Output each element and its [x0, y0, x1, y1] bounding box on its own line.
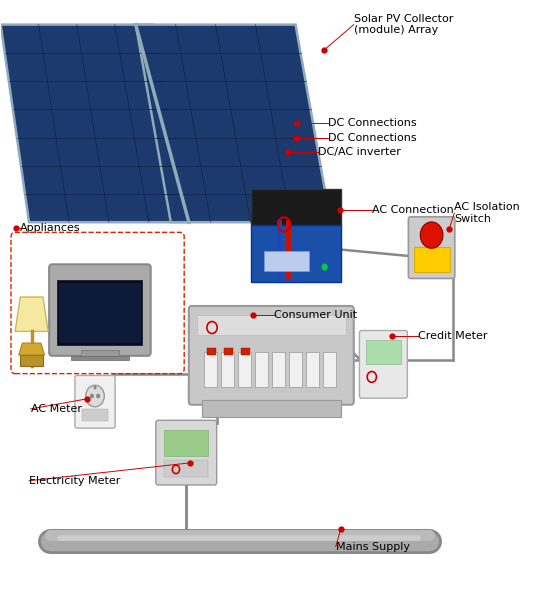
FancyBboxPatch shape — [359, 331, 407, 398]
Bar — [289, 352, 302, 387]
Bar — [59, 283, 141, 343]
Bar — [324, 352, 336, 387]
FancyBboxPatch shape — [49, 265, 151, 356]
Bar — [241, 348, 250, 355]
Bar — [255, 352, 268, 387]
Text: DC Connections: DC Connections — [328, 133, 417, 143]
Bar — [306, 352, 319, 387]
Polygon shape — [15, 297, 48, 331]
Circle shape — [96, 394, 100, 398]
Bar — [197, 314, 346, 335]
Bar — [263, 251, 309, 271]
Bar — [414, 247, 450, 272]
Bar — [272, 352, 285, 387]
Bar — [238, 352, 251, 387]
Text: Appliances: Appliances — [20, 223, 81, 233]
Bar — [164, 460, 208, 476]
Circle shape — [86, 385, 104, 407]
Text: AC Isolation
Switch: AC Isolation Switch — [454, 202, 520, 224]
Bar — [71, 356, 128, 360]
Bar — [221, 352, 234, 387]
FancyBboxPatch shape — [75, 376, 115, 428]
Circle shape — [93, 386, 96, 389]
Text: DC/AC inverter: DC/AC inverter — [318, 146, 401, 157]
Bar — [164, 430, 208, 455]
Text: Credit Meter: Credit Meter — [418, 331, 488, 341]
Bar — [224, 348, 233, 355]
Bar — [366, 340, 401, 364]
Text: AC Meter: AC Meter — [30, 404, 82, 414]
Text: AC Connection: AC Connection — [372, 205, 454, 215]
Bar — [251, 189, 341, 226]
Polygon shape — [19, 343, 45, 355]
FancyBboxPatch shape — [408, 217, 455, 278]
Circle shape — [420, 222, 443, 248]
Text: DC Connections: DC Connections — [328, 118, 417, 128]
Bar — [207, 348, 216, 355]
Circle shape — [90, 394, 94, 398]
Text: Electricity Meter: Electricity Meter — [29, 476, 120, 486]
FancyBboxPatch shape — [189, 306, 354, 405]
Bar — [20, 355, 43, 366]
FancyBboxPatch shape — [156, 421, 216, 485]
Text: Mains Supply: Mains Supply — [336, 542, 410, 551]
Polygon shape — [1, 25, 189, 222]
Bar — [201, 400, 341, 417]
Bar — [204, 352, 217, 387]
Text: Solar PV Collector
(module) Array: Solar PV Collector (module) Array — [354, 14, 453, 35]
Bar — [82, 409, 108, 421]
Polygon shape — [136, 25, 330, 222]
Bar — [251, 224, 341, 282]
Bar — [58, 280, 142, 346]
Circle shape — [321, 263, 328, 271]
Bar — [81, 350, 119, 358]
Text: Consumer Unit: Consumer Unit — [274, 310, 357, 320]
